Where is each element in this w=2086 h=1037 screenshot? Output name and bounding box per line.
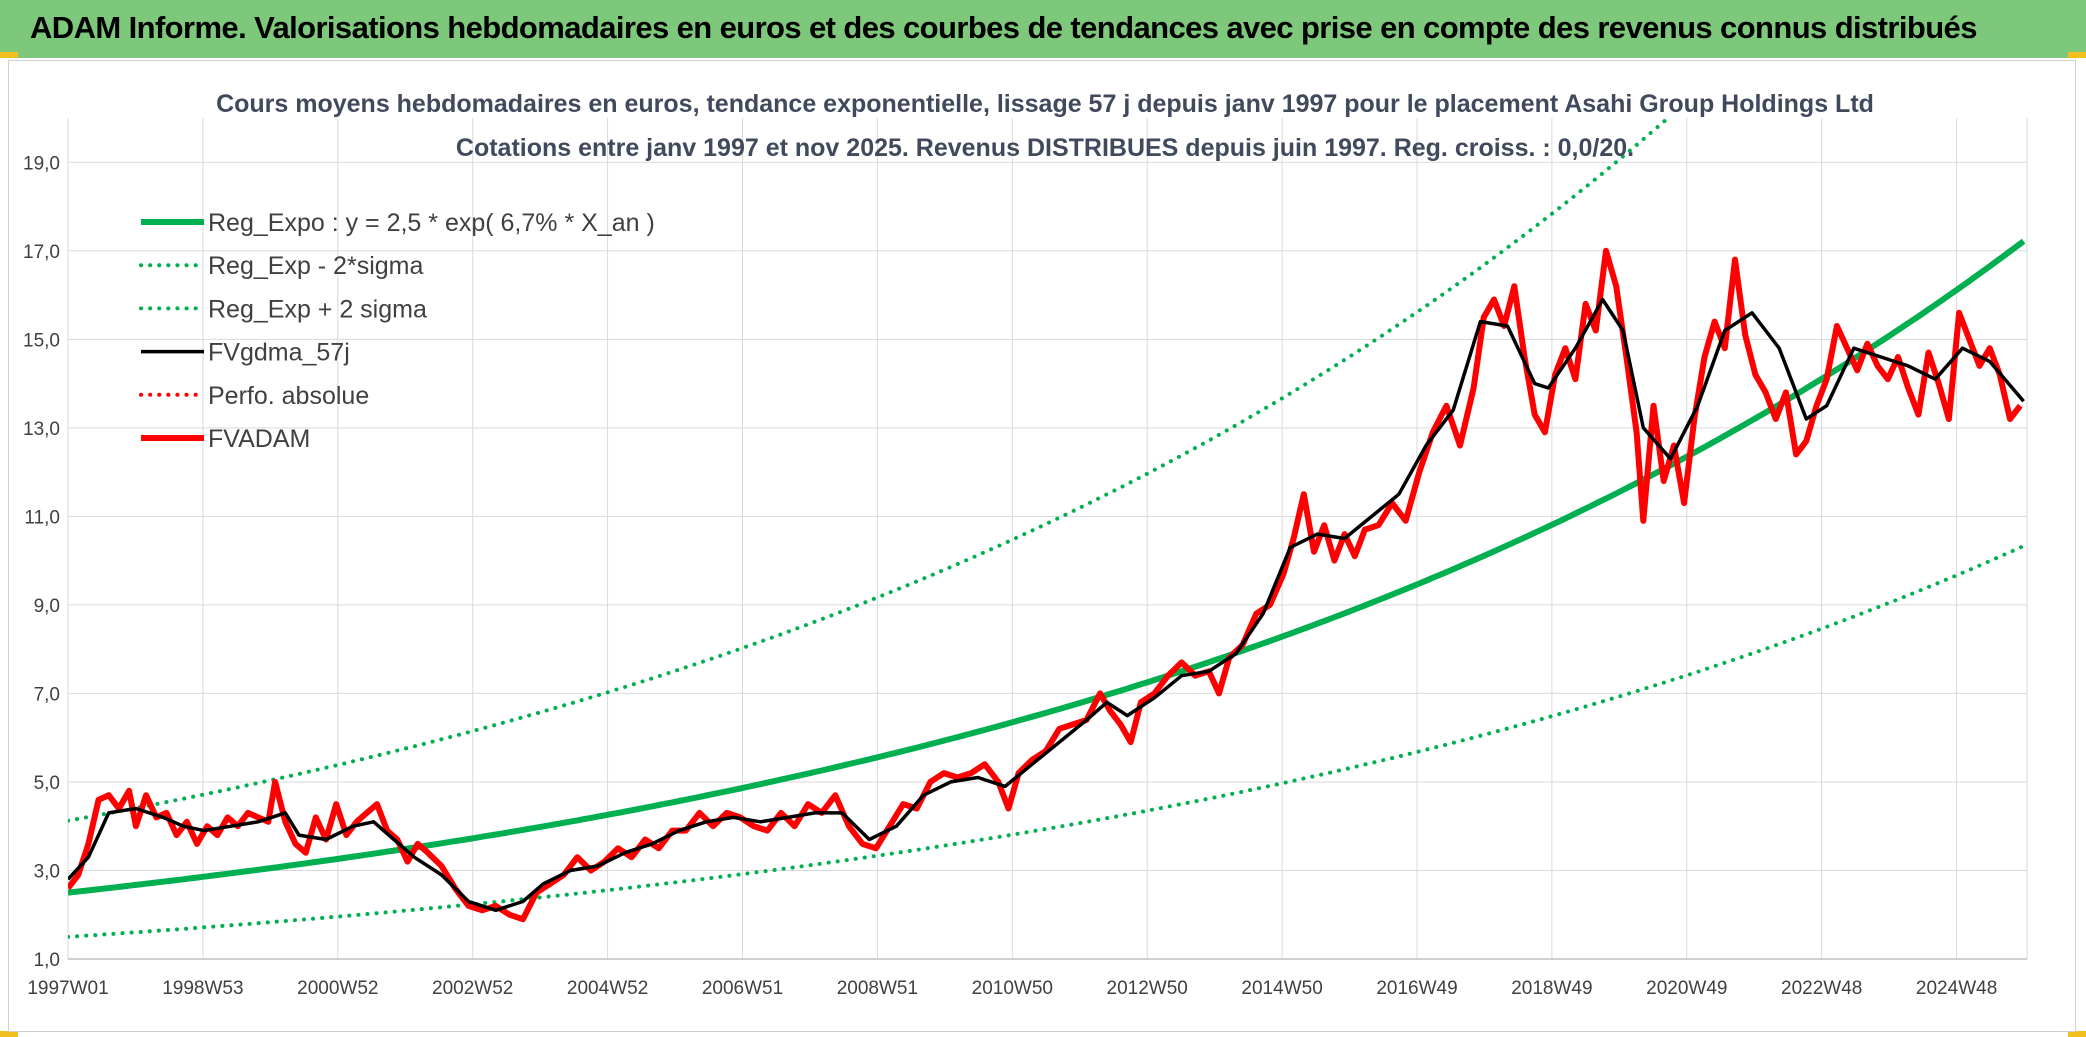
legend-label: FVgdma_57j [208,339,350,367]
plot-series [68,118,2026,939]
report-title: ADAM Informe. Valorisations hebdomadaire… [30,10,1977,45]
x-tick-label: 2006W51 [702,978,783,999]
y-tick-label: 7,0 [34,684,60,705]
y-tick-label: 15,0 [23,330,60,351]
x-tick-label: 2016W49 [1376,978,1457,999]
legend-label: Reg_Exp + 2 sigma [208,295,427,323]
x-tick-label: 2024W48 [1916,978,1997,999]
series-line-1 [68,544,2026,939]
y-tick-label: 5,0 [34,773,60,794]
x-tick-label: 2004W52 [567,978,648,999]
report-banner: ADAM Informe. Valorisations hebdomadaire… [0,0,2086,58]
x-tick-label: 2022W48 [1781,978,1862,999]
legend-label: Perfo. absolue [208,382,369,410]
x-tick-label: 2008W51 [837,978,918,999]
x-tick-label: 2018W49 [1511,978,1592,999]
x-tick-label: 2000W52 [297,978,378,999]
chart-subtitle: Cotations entre janv 1997 et nov 2025. R… [456,134,1634,162]
y-tick-label: 19,0 [23,153,60,174]
y-tick-label: 11,0 [24,507,60,528]
y-tick-label: 17,0 [23,242,60,263]
axes: 1,0 3,0 5,0 7,0 9,0 11,0 13,0 15,0 17,0 19,0 1997W… [23,153,2027,999]
series-line-3 [68,297,2025,913]
legend: Reg_Expo : y = 2,5 * exp( 6,7% * X_an ) R… [139,209,655,453]
x-tick-label: 2012W50 [1107,978,1188,999]
grid-lines [67,118,2028,960]
corner-marker-bottom-right [2068,1031,2086,1037]
x-tick-label: 1997W01 [27,978,108,999]
y-tick-label: 13,0 [23,419,60,440]
y-tick-label: 9,0 [34,596,60,617]
legend-label: Reg_Exp - 2*sigma [208,252,423,280]
chart-title: Cours moyens hebdomadaires en euros, ten… [216,90,1874,118]
series-line-5 [68,247,2023,923]
legend-label: Reg_Expo : y = 2,5 * exp( 6,7% * X_an ) [208,209,655,237]
legend-label: FVADAM [208,425,310,453]
series-line-2 [68,118,1672,823]
x-tick-label: 2020W49 [1646,978,1727,999]
series-line-0 [68,238,2026,896]
y-tick-label: 3,0 [34,861,60,882]
corner-marker-top-left [0,52,18,58]
corner-marker-top-right [2068,52,2086,58]
x-tick-label: 2010W50 [972,978,1053,999]
x-tick-label: 2002W52 [432,978,513,999]
corner-marker-bottom-left [0,1031,18,1037]
x-tick-label: 1998W53 [162,978,243,999]
x-tick-label: 2014W50 [1241,978,1322,999]
y-tick-label: 1,0 [34,950,60,971]
